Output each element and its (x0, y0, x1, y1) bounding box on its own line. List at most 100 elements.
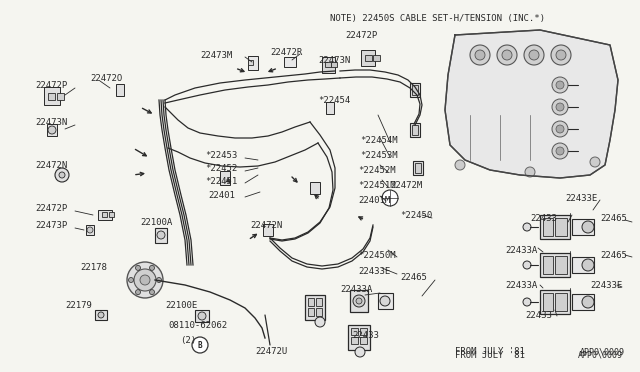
Text: 22472U: 22472U (255, 347, 287, 356)
Circle shape (455, 160, 465, 170)
Circle shape (556, 50, 566, 60)
Circle shape (502, 50, 512, 60)
Bar (412, 85, 418, 95)
Circle shape (525, 167, 535, 177)
Circle shape (524, 45, 544, 65)
Text: 22473M: 22473M (200, 51, 232, 60)
Text: *22453M: *22453M (360, 151, 397, 160)
Bar (348, 325, 370, 350)
Bar (543, 256, 553, 274)
Text: 22433A: 22433A (505, 280, 537, 289)
Circle shape (55, 168, 69, 182)
Bar (350, 290, 368, 312)
Circle shape (523, 223, 531, 231)
Circle shape (523, 261, 531, 269)
Circle shape (382, 190, 398, 206)
Text: (2): (2) (180, 336, 196, 344)
Bar (263, 224, 273, 236)
Bar (572, 257, 594, 273)
Bar (155, 228, 167, 243)
Bar (360, 328, 367, 335)
Bar (116, 84, 124, 96)
Circle shape (470, 45, 490, 65)
Text: 22401M: 22401M (358, 196, 390, 205)
Text: FROM JULY '81: FROM JULY '81 (455, 350, 525, 359)
Bar (308, 298, 314, 306)
Circle shape (157, 278, 161, 282)
Text: 22473N: 22473N (318, 55, 350, 64)
Bar (543, 218, 553, 236)
Text: *22454M: *22454M (360, 135, 397, 144)
Text: B: B (198, 340, 202, 350)
Text: 22472O: 22472O (90, 74, 122, 83)
Text: FROM JULY '81: FROM JULY '81 (455, 347, 525, 356)
Bar (540, 253, 570, 277)
Text: *22453: *22453 (205, 151, 237, 160)
Circle shape (380, 296, 390, 306)
Text: 22473N: 22473N (35, 118, 67, 126)
Bar (86, 225, 94, 235)
Bar (373, 55, 380, 61)
Circle shape (136, 290, 141, 295)
Text: 22433: 22433 (530, 214, 557, 222)
Text: APP0\0009: APP0\0009 (580, 347, 625, 356)
Polygon shape (445, 30, 618, 178)
Text: 22179: 22179 (65, 301, 92, 310)
Text: 22433E: 22433E (358, 267, 390, 276)
Bar (284, 57, 296, 67)
Text: 22100A: 22100A (140, 218, 172, 227)
Bar (540, 290, 570, 314)
Bar (365, 55, 372, 61)
Circle shape (59, 172, 65, 178)
Circle shape (315, 317, 325, 327)
Bar (555, 256, 567, 274)
Text: 22433E: 22433E (590, 280, 622, 289)
Circle shape (353, 295, 365, 307)
Text: 22178: 22178 (80, 263, 107, 273)
Bar (248, 56, 258, 70)
Bar (412, 125, 418, 135)
Text: *22452: *22452 (205, 164, 237, 173)
Text: 22473P: 22473P (35, 221, 67, 230)
Circle shape (87, 227, 93, 233)
Circle shape (582, 296, 594, 308)
Circle shape (552, 143, 568, 159)
Bar (540, 215, 570, 239)
Bar (351, 328, 358, 335)
Circle shape (157, 231, 165, 239)
Text: 22465: 22465 (600, 214, 627, 222)
Text: APP0\0009: APP0\0009 (578, 350, 623, 359)
Circle shape (48, 126, 56, 134)
Text: 22465: 22465 (600, 250, 627, 260)
Circle shape (129, 278, 134, 282)
Text: *22454: *22454 (318, 96, 350, 105)
Circle shape (582, 259, 594, 271)
Text: 22472P: 22472P (35, 80, 67, 90)
Circle shape (198, 312, 206, 320)
Bar (378, 293, 393, 309)
Circle shape (127, 262, 163, 298)
Text: 22433A: 22433A (340, 285, 372, 295)
Bar (410, 83, 420, 97)
Bar (248, 60, 253, 65)
Text: *22450M: *22450M (358, 250, 396, 260)
Circle shape (529, 50, 539, 60)
Circle shape (552, 99, 568, 115)
Circle shape (582, 221, 594, 233)
Bar (195, 310, 209, 322)
Circle shape (356, 298, 362, 304)
Bar (326, 102, 334, 114)
Text: 08110-62062: 08110-62062 (168, 321, 227, 330)
Circle shape (192, 337, 208, 353)
Circle shape (134, 269, 156, 291)
Circle shape (497, 45, 517, 65)
Bar (44, 87, 60, 105)
Bar (555, 293, 567, 311)
Bar (102, 212, 107, 217)
Bar (351, 337, 358, 344)
Text: 22472N: 22472N (35, 160, 67, 170)
Circle shape (140, 275, 150, 285)
Circle shape (556, 81, 564, 89)
Bar (305, 295, 325, 320)
Circle shape (523, 298, 531, 306)
